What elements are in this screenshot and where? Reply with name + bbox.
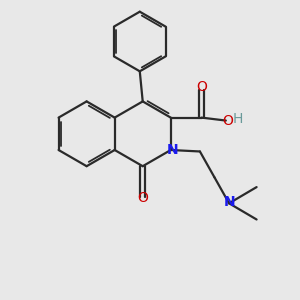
Text: N: N bbox=[223, 195, 235, 209]
Text: O: O bbox=[137, 191, 148, 206]
Text: N: N bbox=[167, 143, 178, 157]
Text: H: H bbox=[233, 112, 243, 126]
Text: O: O bbox=[196, 80, 207, 94]
Text: O: O bbox=[222, 114, 233, 128]
